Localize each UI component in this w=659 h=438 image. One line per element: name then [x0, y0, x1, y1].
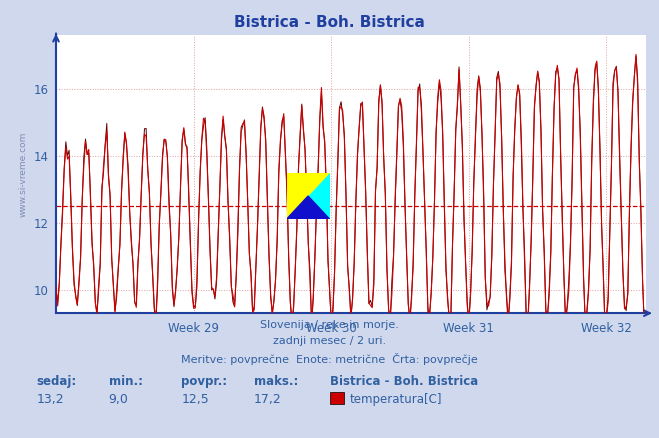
Text: 17,2: 17,2 — [254, 393, 281, 406]
Text: 12,5: 12,5 — [181, 393, 209, 406]
Text: zadnji mesec / 2 uri.: zadnji mesec / 2 uri. — [273, 336, 386, 346]
Polygon shape — [287, 173, 330, 219]
Text: Bistrica - Boh. Bistrica: Bistrica - Boh. Bistrica — [234, 15, 425, 30]
Text: temperatura[C]: temperatura[C] — [349, 393, 442, 406]
Text: 13,2: 13,2 — [36, 393, 64, 406]
Text: maks.:: maks.: — [254, 374, 298, 388]
Text: sedaj:: sedaj: — [36, 374, 76, 388]
Text: povpr.:: povpr.: — [181, 374, 227, 388]
Text: Bistrica - Boh. Bistrica: Bistrica - Boh. Bistrica — [330, 374, 478, 388]
Text: www.si-vreme.com: www.si-vreme.com — [19, 131, 28, 217]
Text: min.:: min.: — [109, 374, 143, 388]
Text: Meritve: povprečne  Enote: metrične  Črta: povprečje: Meritve: povprečne Enote: metrične Črta:… — [181, 353, 478, 365]
Text: Slovenija / reke in morje.: Slovenija / reke in morje. — [260, 320, 399, 330]
Polygon shape — [287, 196, 330, 219]
Polygon shape — [287, 173, 330, 219]
Text: 9,0: 9,0 — [109, 393, 129, 406]
